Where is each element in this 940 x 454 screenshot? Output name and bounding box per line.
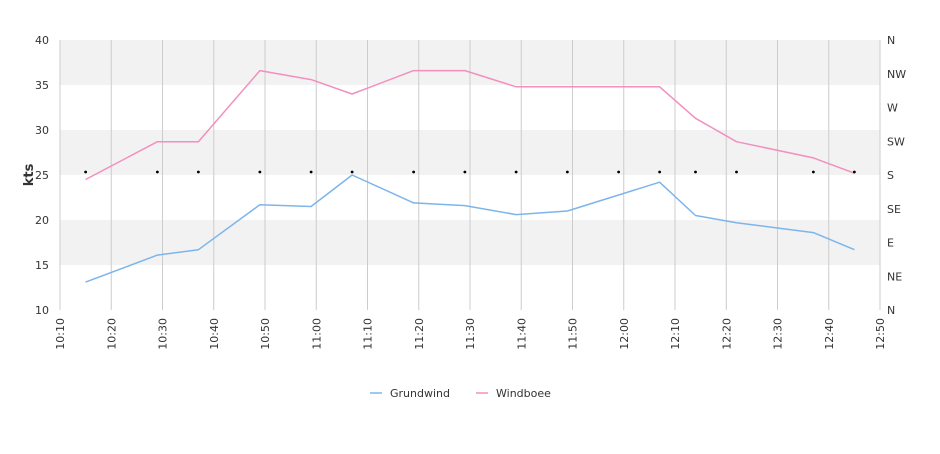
- direction-marker: [565, 170, 569, 174]
- x-tick-label: 11:40: [515, 318, 528, 350]
- direction-marker: [84, 170, 88, 174]
- direction-marker: [852, 170, 856, 174]
- legend: Grundwind Windboee: [370, 387, 551, 400]
- direction-marker: [309, 170, 313, 174]
- direction-marker: [258, 170, 262, 174]
- direction-marker: [463, 170, 467, 174]
- direction-marker: [196, 170, 200, 174]
- x-tick-label: 11:50: [567, 318, 580, 350]
- vertical-gridlines: [59, 40, 881, 310]
- x-tick-label: 12:30: [772, 318, 785, 350]
- y-tick-label: 15: [35, 259, 49, 272]
- y-tick-label: 20: [35, 214, 49, 227]
- direction-tick-label: NE: [887, 270, 902, 283]
- x-tick-label: 12:40: [823, 318, 836, 350]
- x-tick-label: 10:30: [157, 318, 170, 350]
- direction-tick-label: N: [887, 304, 895, 317]
- legend-label: Windboee: [496, 387, 551, 400]
- y-axis-ticks: 10 15 20 25 30 35 40: [35, 34, 49, 317]
- series-lines: [85, 69, 855, 283]
- y-tick-label: 25: [35, 169, 49, 182]
- x-tick-label: 11:30: [464, 318, 477, 350]
- direction-tick-label: W: [887, 102, 898, 115]
- direction-marker: [617, 170, 621, 174]
- direction-tick-label: NW: [887, 68, 906, 81]
- x-tick-label: 10:20: [105, 318, 118, 350]
- direction-marker: [811, 170, 815, 174]
- direction-tick-label: SE: [887, 203, 901, 216]
- y-tick-label: 35: [35, 79, 49, 92]
- direction-markers: [84, 170, 856, 174]
- x-tick-label: 10:40: [208, 318, 221, 350]
- direction-tick-label: E: [887, 237, 894, 250]
- y-tick-label: 40: [35, 34, 49, 47]
- series-line-grundwind: [85, 174, 855, 283]
- x-tick-label: 11:00: [310, 318, 323, 350]
- legend-label: Grundwind: [390, 387, 450, 400]
- x-tick-label: 11:20: [413, 318, 426, 350]
- y-tick-label: 30: [35, 124, 49, 137]
- x-tick-label: 12:10: [669, 318, 682, 350]
- x-tick-label: 10:50: [259, 318, 272, 350]
- x-tick-label: 12:50: [874, 318, 887, 350]
- x-tick-label: 10:10: [54, 318, 67, 350]
- direction-tick-label: N: [887, 34, 895, 47]
- x-tick-label: 12:00: [618, 318, 631, 350]
- direction-axis-ticks: N NW W SW S SE E NE N: [887, 34, 906, 317]
- direction-marker: [658, 170, 662, 174]
- direction-tick-label: S: [887, 169, 894, 182]
- direction-marker: [694, 170, 697, 174]
- series-line-windboee: [85, 69, 855, 181]
- direction-marker: [514, 170, 518, 174]
- x-tick-label: 11:10: [362, 318, 375, 350]
- y-tick-label: 10: [35, 304, 49, 317]
- direction-marker: [735, 170, 738, 174]
- x-axis-ticks: 10:10 10:20 10:30 10:40 10:50 11:00 11:10 11:20…: [54, 318, 887, 350]
- direction-tick-label: SW: [887, 135, 905, 148]
- direction-marker: [350, 170, 354, 174]
- x-tick-label: 12:20: [720, 318, 733, 350]
- direction-marker: [155, 170, 159, 174]
- direction-marker: [412, 170, 416, 174]
- y-axis-title: kts: [22, 163, 37, 186]
